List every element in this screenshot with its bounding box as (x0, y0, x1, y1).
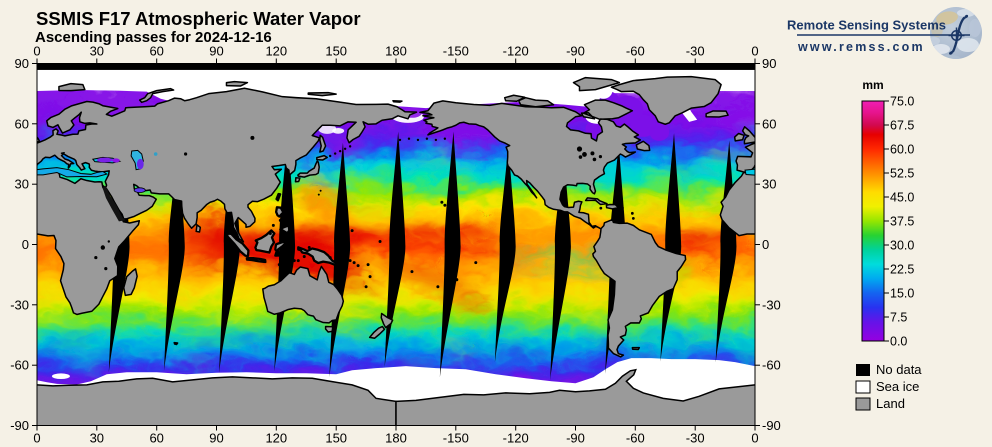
svg-text:-60: -60 (10, 358, 29, 373)
svg-text:52.5: 52.5 (890, 167, 914, 181)
svg-text:-30: -30 (686, 431, 705, 446)
svg-text:0: 0 (751, 431, 758, 446)
svg-text:180: 180 (385, 431, 407, 446)
svg-text:60: 60 (762, 116, 776, 131)
svg-text:0: 0 (33, 431, 40, 446)
svg-text:No data: No data (876, 362, 922, 377)
svg-text:www.remss.com: www.remss.com (797, 40, 925, 54)
svg-text:0: 0 (22, 237, 29, 252)
svg-text:-120: -120 (503, 431, 529, 446)
svg-text:-90: -90 (566, 431, 585, 446)
svg-text:Sea ice: Sea ice (876, 379, 919, 394)
svg-text:180: 180 (385, 44, 407, 59)
svg-text:-150: -150 (443, 431, 469, 446)
svg-text:0.0: 0.0 (890, 335, 907, 349)
svg-text:-30: -30 (10, 297, 29, 312)
svg-text:60: 60 (149, 44, 163, 59)
svg-text:30: 30 (90, 44, 104, 59)
svg-text:-60: -60 (762, 358, 781, 373)
svg-text:90: 90 (209, 431, 223, 446)
svg-text:-120: -120 (503, 44, 529, 59)
svg-text:0: 0 (33, 44, 40, 59)
svg-text:37.5: 37.5 (890, 215, 914, 229)
svg-text:120: 120 (265, 431, 287, 446)
svg-text:60.0: 60.0 (890, 143, 914, 157)
svg-text:-30: -30 (686, 44, 705, 59)
svg-text:30.0: 30.0 (890, 239, 914, 253)
svg-text:150: 150 (325, 431, 347, 446)
svg-text:-90: -90 (566, 44, 585, 59)
svg-text:-60: -60 (626, 44, 645, 59)
svg-text:7.5: 7.5 (890, 311, 907, 325)
svg-text:Land: Land (876, 396, 905, 411)
svg-text:30: 30 (15, 177, 29, 192)
svg-text:-30: -30 (762, 297, 781, 312)
svg-text:150: 150 (325, 44, 347, 59)
svg-text:22.5: 22.5 (890, 263, 914, 277)
svg-text:30: 30 (90, 431, 104, 446)
svg-text:-90: -90 (762, 418, 781, 433)
svg-text:67.5: 67.5 (890, 119, 914, 133)
svg-text:-90: -90 (10, 418, 29, 433)
svg-text:0: 0 (751, 44, 758, 59)
svg-text:15.0: 15.0 (890, 287, 914, 301)
svg-text:45.0: 45.0 (890, 191, 914, 205)
svg-text:Remote Sensing Systems: Remote Sensing Systems (787, 18, 946, 33)
svg-text:120: 120 (265, 44, 287, 59)
svg-text:mm: mm (862, 78, 883, 92)
svg-text:-60: -60 (626, 431, 645, 446)
svg-text:30: 30 (762, 177, 776, 192)
svg-text:75.0: 75.0 (890, 95, 914, 109)
svg-text:90: 90 (209, 44, 223, 59)
svg-text:-150: -150 (443, 44, 469, 59)
svg-text:90: 90 (15, 56, 29, 71)
svg-text:90: 90 (762, 56, 776, 71)
svg-text:0: 0 (762, 237, 769, 252)
svg-text:60: 60 (15, 116, 29, 131)
svg-text:60: 60 (149, 431, 163, 446)
